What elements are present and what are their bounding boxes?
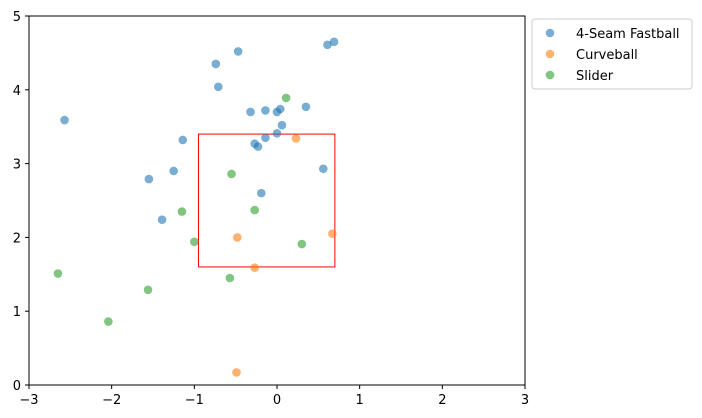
strike-zone-rect bbox=[197, 133, 336, 268]
data-point-series-0-4 bbox=[323, 40, 332, 50]
data-point-series-2-9 bbox=[104, 317, 113, 326]
plot-frame bbox=[28, 15, 526, 386]
data-point-series-0-19 bbox=[318, 164, 328, 174]
legend-box bbox=[531, 18, 693, 90]
data-point-series-2-7 bbox=[53, 269, 63, 278]
data-point-series-0-12 bbox=[272, 129, 282, 138]
x-tick-label-2: −1 bbox=[185, 393, 204, 408]
y-tick-label-4: 4 bbox=[13, 84, 21, 99]
data-point-series-1-2 bbox=[328, 229, 337, 239]
data-point-series-2-1 bbox=[227, 169, 236, 179]
x-tick-label-1: −2 bbox=[102, 393, 121, 408]
data-point-series-2-4 bbox=[190, 237, 199, 247]
data-point-series-2-8 bbox=[143, 285, 153, 295]
points-layer bbox=[53, 37, 339, 377]
legend-label-0: 4-Seam Fastball bbox=[576, 27, 680, 42]
data-point-series-0-15 bbox=[253, 142, 263, 151]
x-tick-label-5: 2 bbox=[438, 393, 446, 408]
data-point-series-0-13 bbox=[261, 133, 270, 143]
legend-label-2: Slider bbox=[576, 69, 614, 84]
strike-zone-layer bbox=[197, 133, 336, 268]
legend-marker-0 bbox=[545, 28, 555, 38]
data-point-series-0-1 bbox=[211, 59, 221, 69]
data-point-series-2-5 bbox=[297, 239, 307, 249]
data-point-series-2-3 bbox=[177, 207, 187, 216]
x-tick-label-6: 3 bbox=[521, 393, 529, 408]
data-point-series-2-6 bbox=[225, 273, 235, 283]
y-tick-label-0: 0 bbox=[13, 379, 21, 394]
data-point-series-2-0 bbox=[281, 93, 291, 103]
data-point-series-0-21 bbox=[157, 215, 167, 224]
legend-marker-2 bbox=[545, 70, 555, 80]
y-axis: 0 1 2 3 4 5 bbox=[13, 10, 29, 394]
data-point-series-0-7 bbox=[261, 106, 270, 115]
data-point-series-0-5 bbox=[329, 37, 339, 47]
data-point-series-0-17 bbox=[169, 166, 178, 176]
data-point-series-1-1 bbox=[233, 233, 242, 242]
data-point-series-1-3 bbox=[250, 263, 259, 272]
legend: 4-Seam Fastball Curveball Slider bbox=[531, 18, 693, 90]
data-point-series-0-9 bbox=[276, 104, 285, 114]
data-point-series-0-6 bbox=[246, 107, 255, 117]
data-point-series-1-4 bbox=[232, 368, 241, 377]
data-point-series-0-16 bbox=[178, 135, 188, 145]
y-tick-label-1: 1 bbox=[13, 305, 21, 320]
data-point-series-2-2 bbox=[250, 205, 259, 215]
data-point-series-0-10 bbox=[301, 102, 311, 112]
data-point-series-1-0 bbox=[291, 134, 301, 143]
data-point-series-0-3 bbox=[214, 82, 223, 92]
legend-label-1: Curveball bbox=[576, 48, 638, 63]
data-point-series-0-2 bbox=[233, 47, 243, 56]
x-tick-label-3: 0 bbox=[273, 393, 281, 408]
y-tick-label-5: 5 bbox=[13, 10, 21, 25]
data-point-series-0-18 bbox=[144, 174, 154, 184]
x-tick-label-4: 1 bbox=[356, 393, 364, 408]
legend-marker-1 bbox=[545, 49, 555, 59]
x-tick-label-0: −3 bbox=[19, 393, 38, 408]
y-tick-label-3: 3 bbox=[13, 158, 21, 173]
x-axis: −3 −2 −1 0 1 2 3 bbox=[19, 385, 529, 408]
data-point-series-0-20 bbox=[256, 188, 266, 198]
data-point-series-0-11 bbox=[277, 120, 287, 130]
y-tick-label-2: 2 bbox=[13, 231, 21, 246]
data-point-series-0-0 bbox=[60, 115, 69, 125]
plot-area bbox=[28, 15, 526, 386]
